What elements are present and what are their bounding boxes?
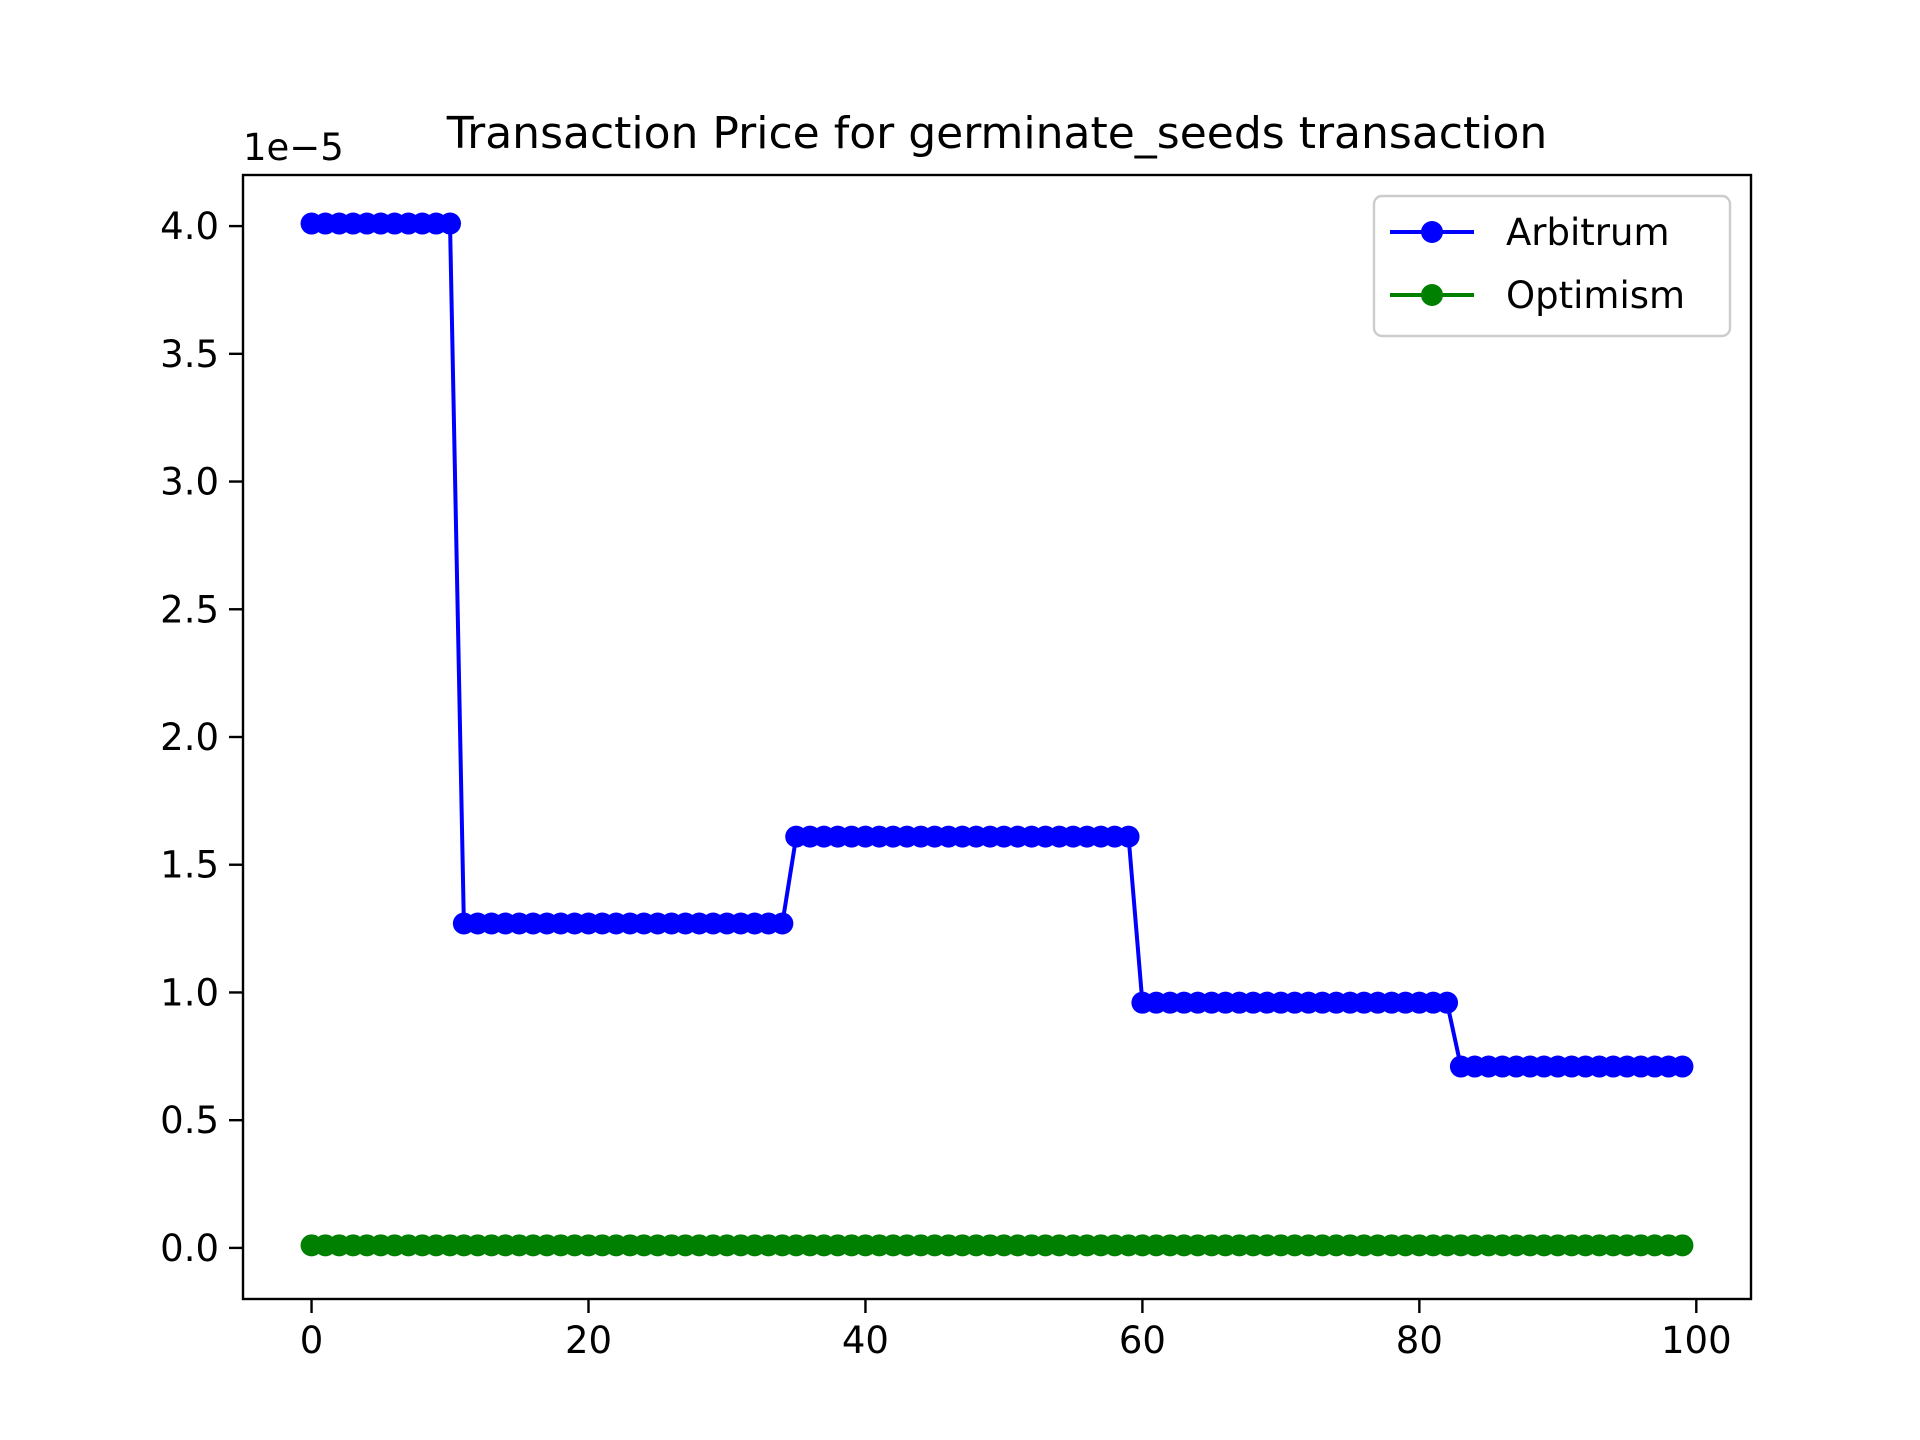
data-point-arbitrum	[1117, 825, 1140, 848]
y-tick-label: 1.0	[160, 971, 219, 1014]
plot-area	[243, 175, 1751, 1299]
x-tick-label: 20	[565, 1319, 612, 1362]
series-layer	[300, 212, 1694, 1257]
legend-marker-arbitrum	[1421, 221, 1443, 243]
chart-title: Transaction Price for germinate_seeds tr…	[446, 108, 1548, 159]
x-tick-label: 100	[1661, 1319, 1732, 1362]
y-tick-label: 0.5	[160, 1099, 219, 1142]
data-point-arbitrum	[439, 212, 462, 235]
y-tick-label: 2.5	[160, 588, 219, 631]
y-tick-label: 3.5	[160, 333, 219, 376]
legend-label-arbitrum: Arbitrum	[1506, 211, 1670, 254]
y-tick-label: 1.5	[160, 844, 219, 887]
y-tick-label: 2.0	[160, 716, 219, 759]
series-arbitrum	[300, 212, 1694, 1078]
data-point-arbitrum	[1436, 991, 1459, 1014]
y-tick-label: 4.0	[160, 205, 219, 248]
data-point-arbitrum	[1671, 1055, 1694, 1078]
y-axis: 0.0 0.5 1.0 1.5 2.0 2.5 3.0 3.5 4.0	[160, 205, 243, 1270]
data-point-optimism	[1671, 1234, 1694, 1257]
x-axis: 0 20 40 60 80 100	[300, 1299, 1732, 1362]
x-tick-label: 0	[300, 1319, 324, 1362]
legend: Arbitrum Optimism	[1372, 194, 1732, 338]
data-point-arbitrum	[771, 912, 794, 935]
x-tick-label: 40	[842, 1319, 889, 1362]
y-tick-label: 0.0	[160, 1227, 219, 1270]
legend-marker-optimism	[1421, 284, 1443, 306]
y-offset-label: 1e−5	[243, 126, 344, 169]
legend-label-optimism: Optimism	[1506, 274, 1685, 317]
x-tick-label: 80	[1396, 1319, 1443, 1362]
x-tick-label: 60	[1119, 1319, 1166, 1362]
series-optimism	[300, 1234, 1694, 1257]
y-tick-label: 3.0	[160, 461, 219, 504]
